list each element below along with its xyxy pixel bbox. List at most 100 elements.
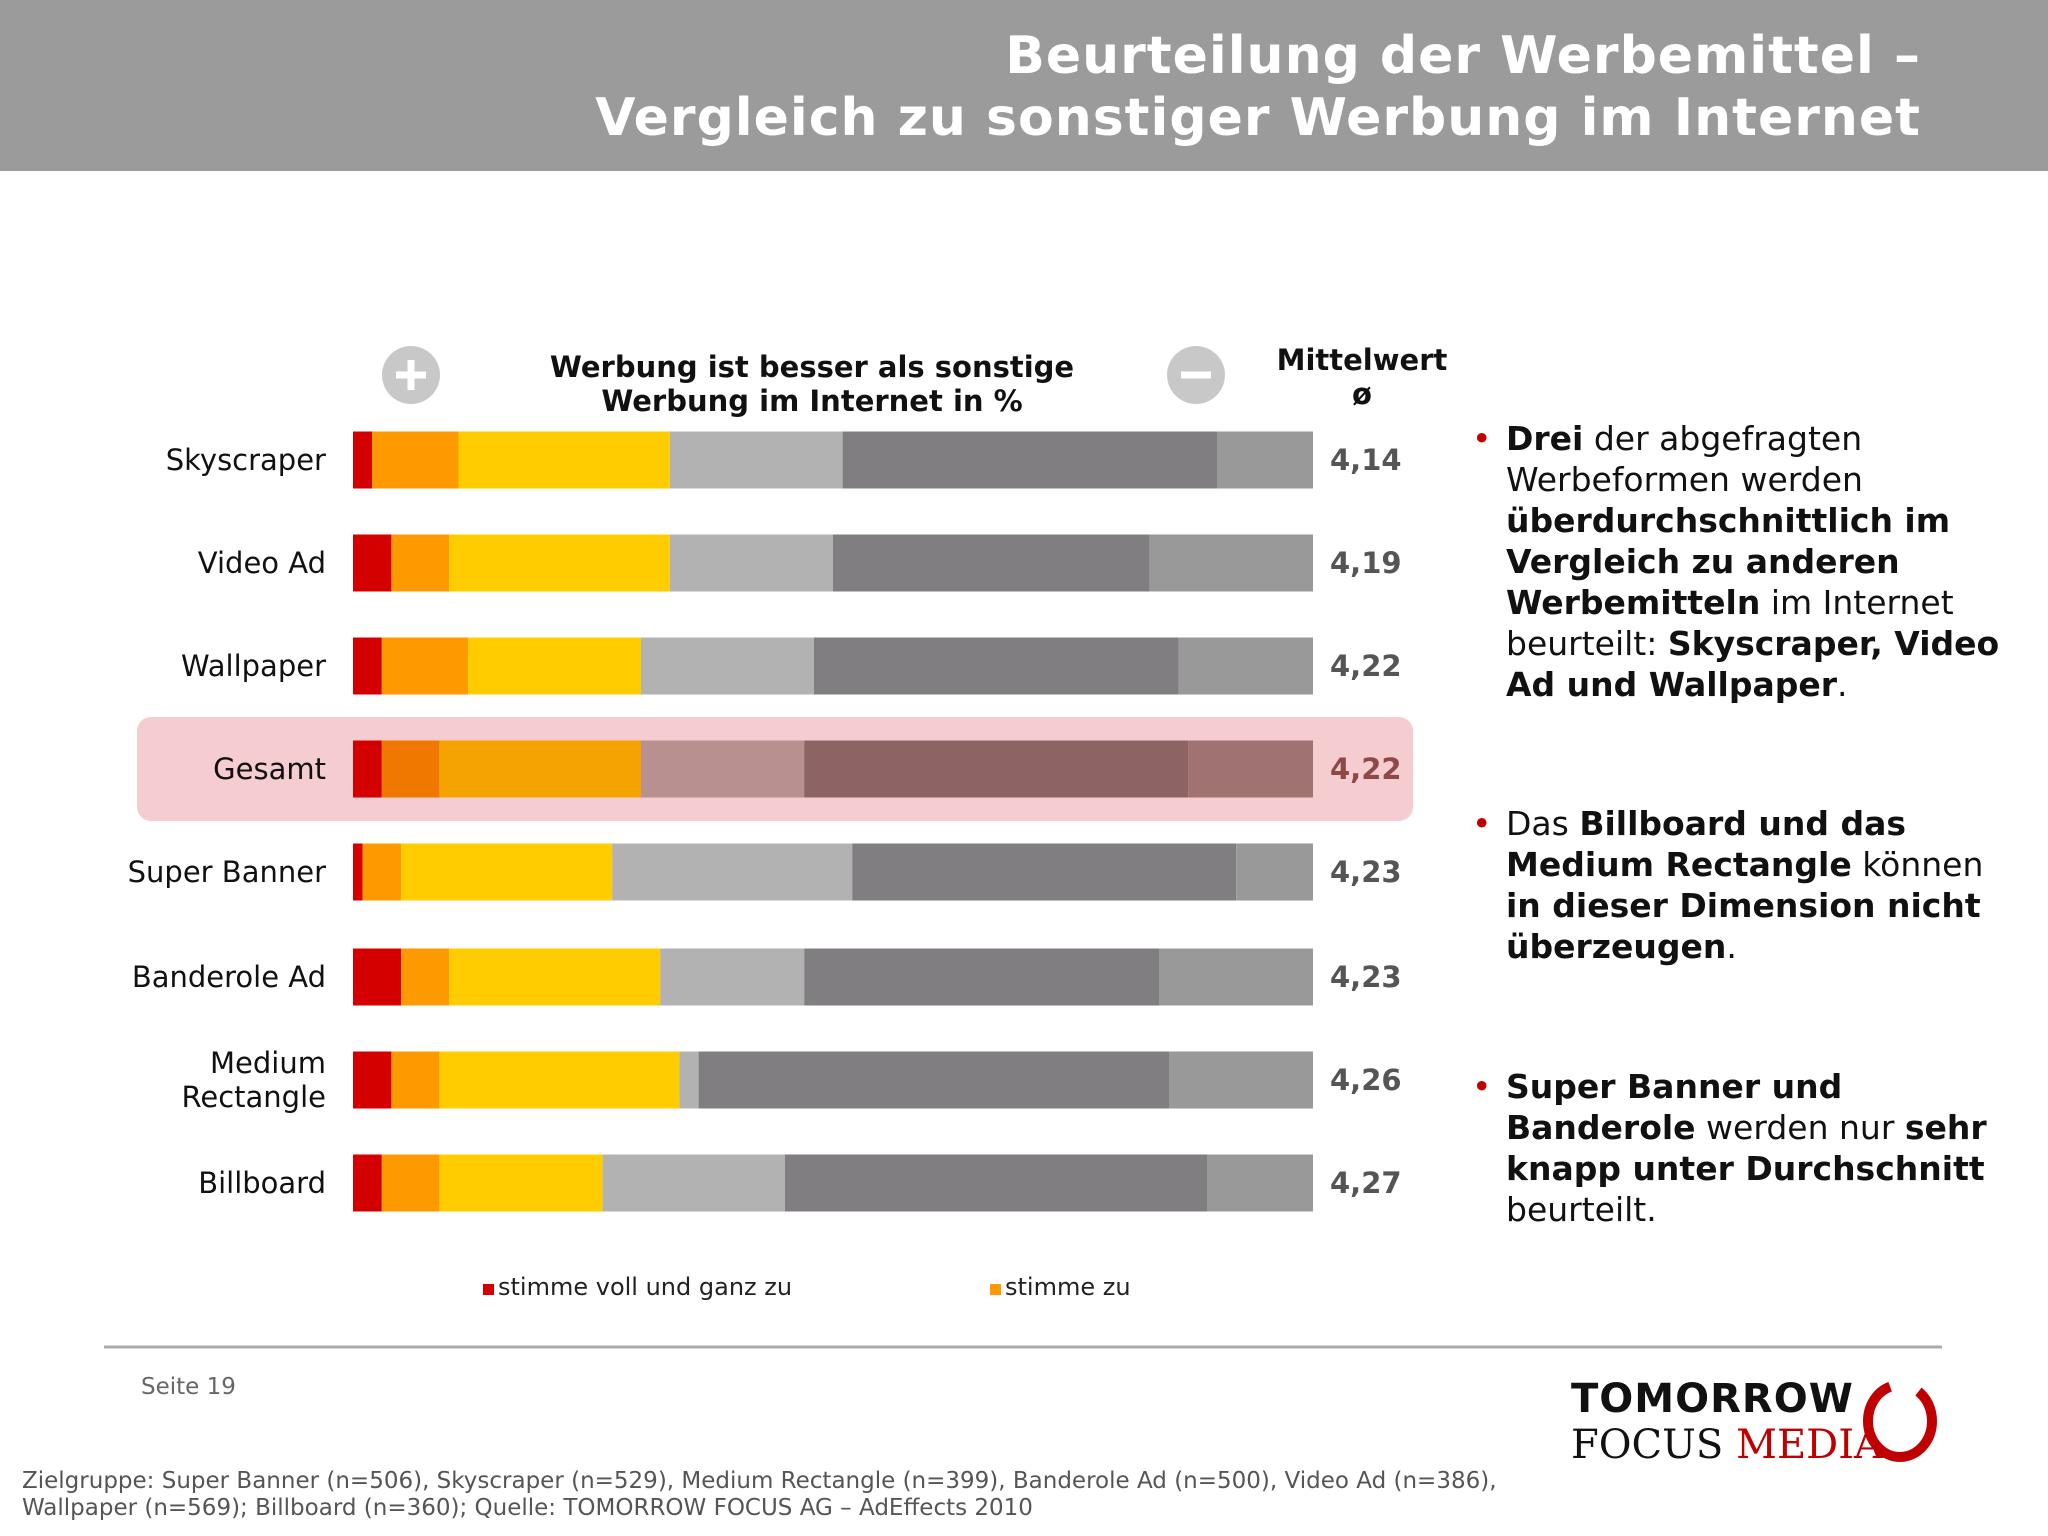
- category-label: Gesamt: [213, 752, 326, 786]
- bullet-text: beurteilt.: [1506, 1190, 1657, 1229]
- mean-label: 4,19: [1330, 546, 1402, 580]
- mean-label: 4,27: [1330, 1166, 1402, 1200]
- chart-title: Werbung ist besser als sonstige: [549, 350, 1075, 384]
- bar-segment: [1149, 534, 1313, 592]
- mean-header: ø: [1352, 377, 1372, 411]
- legend-label: stimme zu: [1005, 1273, 1131, 1301]
- page-number: Seite 19: [141, 1374, 236, 1400]
- chart-title: Werbung im Internet in %: [601, 384, 1023, 418]
- logo-focus: FOCUS: [1571, 1422, 1724, 1468]
- mean-label: 4,26: [1330, 1063, 1402, 1097]
- bar-segment: [785, 1154, 1208, 1212]
- bullet-text: in dieser Dimension nicht überzeugen: [1506, 886, 1981, 966]
- bar-segment: [391, 534, 449, 592]
- bar-segment: [439, 1154, 603, 1212]
- title: Vergleich zu sonstiger Werbung im Intern…: [595, 88, 1921, 148]
- category-label: Banderole Ad: [131, 960, 326, 994]
- category-label: Billboard: [198, 1166, 326, 1200]
- bar-segment: [1188, 740, 1313, 798]
- bar-segment: [353, 948, 401, 1006]
- bar-segment: [449, 948, 661, 1006]
- bar-segment: [439, 740, 641, 798]
- footnote: Zielgruppe: Super Banner (n=506), Skyscr…: [22, 1468, 1497, 1494]
- bullet-text: überdurchschnittlich im Vergleich zu and…: [1506, 501, 1951, 622]
- logo-text: FOCUS MEDIA: [1571, 1422, 1883, 1468]
- bullet: Drei der abgefragten Werbeformen werden …: [1472, 418, 2006, 705]
- legend-item: stimme voll und ganz zu: [483, 1273, 792, 1301]
- bar-segment: [401, 948, 449, 1006]
- bar-segment: [353, 1051, 392, 1109]
- bullet-text: Drei: [1506, 419, 1584, 458]
- bar-segment: [1236, 843, 1313, 901]
- header-bar: [0, 0, 2048, 171]
- bar-segment: [353, 637, 382, 695]
- logo-media: MEDIA: [1735, 1422, 1883, 1468]
- bar-segment: [1169, 1051, 1313, 1109]
- category-label: Video Ad: [197, 546, 326, 580]
- bar-segment: [458, 431, 670, 489]
- bar-segment: [439, 1051, 680, 1109]
- bar-segment: [1159, 948, 1313, 1006]
- bar-segment: [641, 637, 814, 695]
- bullet-text: .: [1837, 665, 1848, 704]
- legend-swatch: [990, 1284, 1001, 1295]
- plus-sign: [396, 360, 426, 390]
- bar-segment: [1217, 431, 1313, 489]
- bullet-text: können: [1851, 845, 1984, 884]
- logo-ring: [1863, 1380, 1937, 1462]
- bar-segment: [372, 431, 459, 489]
- title: Beurteilung der Werbemittel –: [1005, 26, 1921, 86]
- bar-segment: [602, 1154, 785, 1212]
- bar-segment: [833, 534, 1150, 592]
- bar-segment: [449, 534, 670, 592]
- bar-segment: [1178, 637, 1313, 695]
- bar-segment: [804, 948, 1160, 1006]
- category-label: Skyscraper: [165, 443, 326, 477]
- bar-segment: [641, 740, 805, 798]
- footnote: Wallpaper (n=569); Billboard (n=360); Qu…: [22, 1495, 1033, 1521]
- bar-segment: [612, 843, 853, 901]
- bar-segment: [353, 1154, 382, 1212]
- bullet: Super Banner und Banderole werden nur se…: [1472, 1066, 2006, 1230]
- bar-segment: [842, 431, 1217, 489]
- bar-segment: [381, 637, 469, 695]
- mean-label: 4,22: [1330, 649, 1402, 683]
- mean-header: Mittelwert: [1276, 343, 1448, 377]
- logo-text: TOMORROW: [1571, 1376, 1854, 1422]
- bullet-text: sehr knapp unter Durchschnitt: [1506, 1108, 1987, 1188]
- bar-segment: [381, 1154, 440, 1212]
- bar-segment: [391, 1051, 440, 1109]
- legend-item: stimme zu: [990, 1273, 1131, 1301]
- bar-segment: [468, 637, 641, 695]
- category-label: Wallpaper: [180, 649, 326, 683]
- bar-segment: [1207, 1154, 1313, 1212]
- bar-segment: [679, 1051, 699, 1109]
- bullet-text: Skyscraper, Video Ad und Wallpaper: [1506, 624, 2000, 704]
- bullet-text: Das: [1506, 804, 1580, 843]
- mean-label: 4,22: [1330, 752, 1402, 786]
- mean-label: 4,23: [1330, 855, 1402, 889]
- bar-segment: [353, 534, 392, 592]
- legend-swatch: [483, 1284, 494, 1295]
- bullet-text: .: [1726, 927, 1737, 966]
- bar-segment: [698, 1051, 1169, 1109]
- bar-segment: [804, 740, 1189, 798]
- bar-segment: [813, 637, 1179, 695]
- bar-segment: [852, 843, 1237, 901]
- mean-label: 4,23: [1330, 960, 1402, 994]
- legend-label: stimme voll und ganz zu: [498, 1273, 793, 1301]
- mean-label: 4,14: [1330, 443, 1402, 477]
- bar-segment: [401, 843, 613, 901]
- bullet-text: der abgefragten Werbeformen werden: [1506, 419, 1863, 499]
- bar-segment: [353, 740, 382, 798]
- bullet-text: im Internet beurteilt:: [1506, 583, 1954, 663]
- bullet-text: Billboard und das Medium Rectangle: [1506, 804, 1906, 884]
- bar-segment: [381, 740, 440, 798]
- bar-segment: [660, 948, 805, 1006]
- category-label: Medium Rectangle: [181, 1046, 326, 1114]
- bullet-text: Super Banner und Banderole: [1506, 1067, 1843, 1147]
- bullet-text: werden nur: [1695, 1108, 1905, 1147]
- bar-segment: [353, 431, 373, 489]
